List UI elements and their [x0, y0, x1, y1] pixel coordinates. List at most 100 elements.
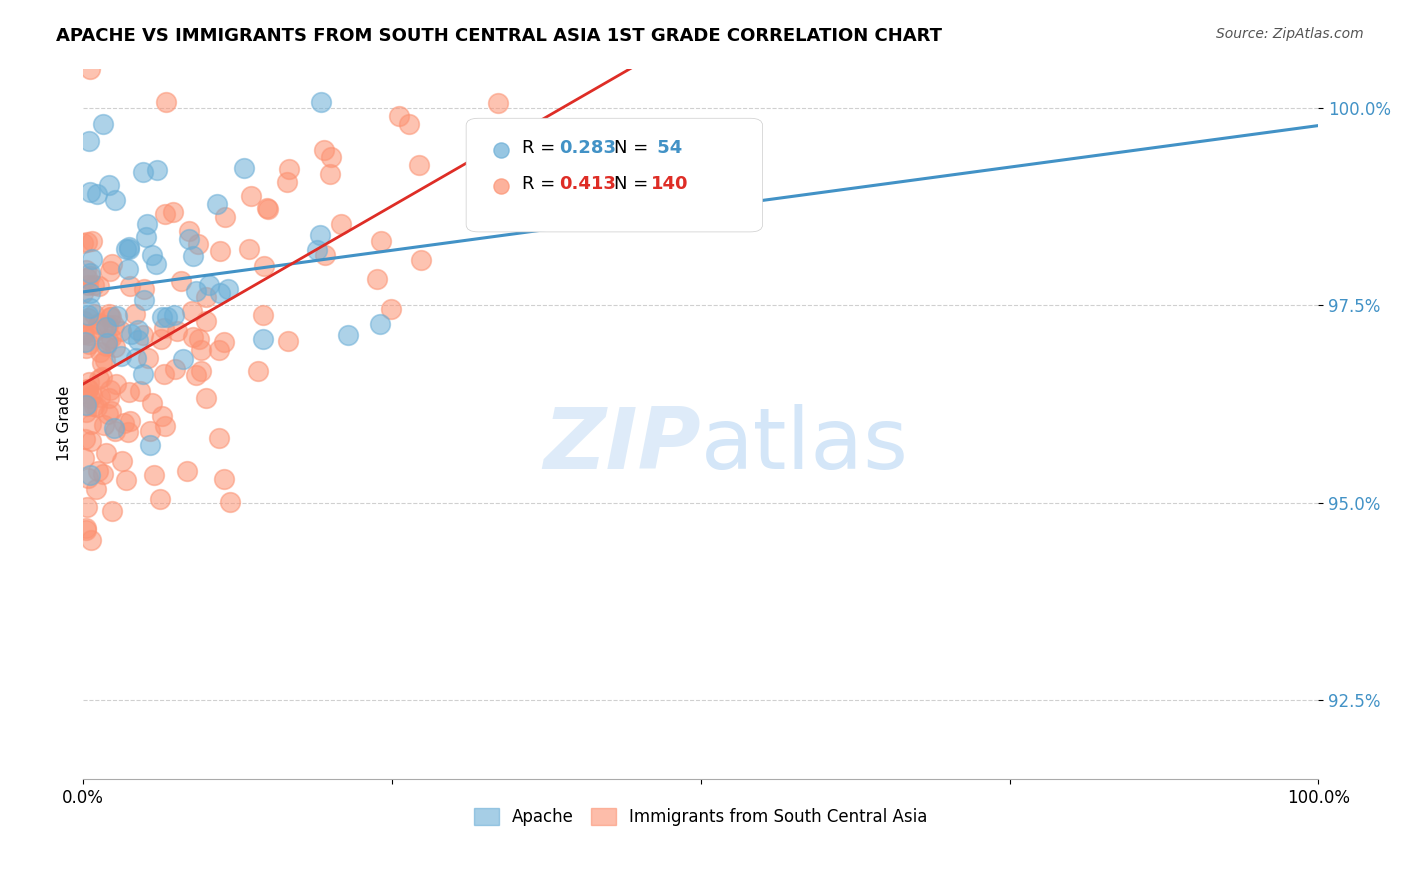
Immigrants from South Central Asia — [177, 225, 200, 239]
Immigrants from South Central Asia — [129, 384, 152, 399]
Immigrants from South Central Asia — [97, 333, 120, 347]
Apache — [163, 308, 186, 322]
Immigrants from South Central Asia — [136, 351, 159, 366]
Immigrants from South Central Asia — [94, 445, 117, 459]
Immigrants from South Central Asia — [87, 278, 110, 293]
Immigrants from South Central Asia — [149, 491, 172, 506]
Immigrants from South Central Asia — [163, 362, 186, 376]
Immigrants from South Central Asia — [152, 367, 174, 381]
Immigrants from South Central Asia — [89, 390, 111, 404]
Apache — [86, 186, 108, 201]
Immigrants from South Central Asia — [89, 344, 111, 359]
Apache — [336, 327, 359, 342]
Immigrants from South Central Asia — [79, 375, 101, 389]
Immigrants from South Central Asia — [214, 211, 236, 225]
Immigrants from South Central Asia — [101, 257, 124, 271]
Immigrants from South Central Asia — [72, 235, 94, 250]
Immigrants from South Central Asia — [101, 504, 124, 518]
Y-axis label: 1st Grade: 1st Grade — [58, 386, 72, 461]
Immigrants from South Central Asia — [132, 328, 155, 343]
Immigrants from South Central Asia — [75, 405, 97, 419]
Immigrants from South Central Asia — [184, 368, 207, 382]
Apache — [132, 165, 155, 179]
Immigrants from South Central Asia — [212, 472, 235, 486]
Immigrants from South Central Asia — [72, 327, 94, 342]
Apache — [309, 95, 332, 110]
Apache — [79, 301, 101, 315]
Immigrants from South Central Asia — [73, 314, 96, 328]
Apache — [103, 421, 125, 435]
Immigrants from South Central Asia — [77, 471, 100, 485]
Immigrants from South Central Asia — [319, 150, 342, 164]
Immigrants from South Central Asia — [141, 395, 163, 409]
Apache — [136, 217, 159, 231]
Immigrants from South Central Asia — [208, 343, 231, 358]
Immigrants from South Central Asia — [150, 409, 173, 423]
Immigrants from South Central Asia — [87, 372, 110, 386]
Immigrants from South Central Asia — [277, 161, 299, 176]
Apache — [184, 284, 207, 298]
Immigrants from South Central Asia — [329, 217, 352, 231]
Immigrants from South Central Asia — [111, 454, 134, 468]
Immigrants from South Central Asia — [103, 318, 125, 332]
Immigrants from South Central Asia — [97, 318, 120, 332]
Immigrants from South Central Asia — [80, 533, 103, 547]
Text: atlas: atlas — [700, 403, 908, 486]
Immigrants from South Central Asia — [319, 167, 342, 181]
Immigrants from South Central Asia — [104, 424, 127, 438]
Immigrants from South Central Asia — [80, 434, 103, 448]
Immigrants from South Central Asia — [218, 495, 240, 509]
Immigrants from South Central Asia — [91, 467, 114, 481]
Apache — [115, 242, 138, 256]
Immigrants from South Central Asia — [118, 384, 141, 399]
Text: N =: N = — [614, 139, 654, 157]
Immigrants from South Central Asia — [110, 325, 132, 339]
Immigrants from South Central Asia — [162, 205, 184, 219]
Apache — [127, 323, 149, 337]
Text: R =: R = — [522, 139, 561, 157]
Apache — [98, 178, 121, 193]
Immigrants from South Central Asia — [98, 383, 121, 397]
Immigrants from South Central Asia — [75, 385, 97, 400]
Apache — [217, 282, 239, 296]
Apache — [307, 243, 329, 257]
Immigrants from South Central Asia — [120, 413, 142, 427]
Immigrants from South Central Asia — [79, 62, 101, 76]
Immigrants from South Central Asia — [94, 339, 117, 353]
Immigrants from South Central Asia — [486, 96, 509, 111]
Immigrants from South Central Asia — [86, 483, 108, 497]
Immigrants from South Central Asia — [181, 329, 204, 343]
Immigrants from South Central Asia — [209, 244, 232, 259]
Apache — [181, 249, 204, 263]
Immigrants from South Central Asia — [276, 175, 298, 189]
Text: N =: N = — [614, 175, 654, 193]
Apache — [141, 248, 163, 262]
Apache — [127, 333, 149, 347]
Immigrants from South Central Asia — [77, 382, 100, 396]
Immigrants from South Central Asia — [409, 252, 432, 267]
Immigrants from South Central Asia — [380, 302, 402, 317]
Immigrants from South Central Asia — [256, 201, 278, 215]
Apache — [233, 161, 256, 176]
Immigrants from South Central Asia — [155, 419, 177, 434]
Text: Source: ZipAtlas.com: Source: ZipAtlas.com — [1216, 27, 1364, 41]
Apache — [368, 317, 391, 331]
Apache — [150, 310, 173, 324]
Immigrants from South Central Asia — [117, 425, 139, 440]
Apache — [132, 293, 155, 307]
Immigrants from South Central Asia — [112, 416, 135, 430]
Immigrants from South Central Asia — [252, 308, 274, 322]
Apache — [79, 467, 101, 482]
Immigrants from South Central Asia — [72, 286, 94, 301]
Immigrants from South Central Asia — [98, 263, 121, 277]
Immigrants from South Central Asia — [90, 356, 112, 370]
Apache — [105, 309, 128, 323]
Immigrants from South Central Asia — [73, 432, 96, 446]
Immigrants from South Central Asia — [253, 259, 276, 273]
Apache — [135, 230, 157, 244]
Immigrants from South Central Asia — [83, 307, 105, 321]
Immigrants from South Central Asia — [75, 524, 97, 538]
Immigrants from South Central Asia — [77, 310, 100, 325]
Immigrants from South Central Asia — [79, 337, 101, 351]
Apache — [198, 278, 221, 293]
